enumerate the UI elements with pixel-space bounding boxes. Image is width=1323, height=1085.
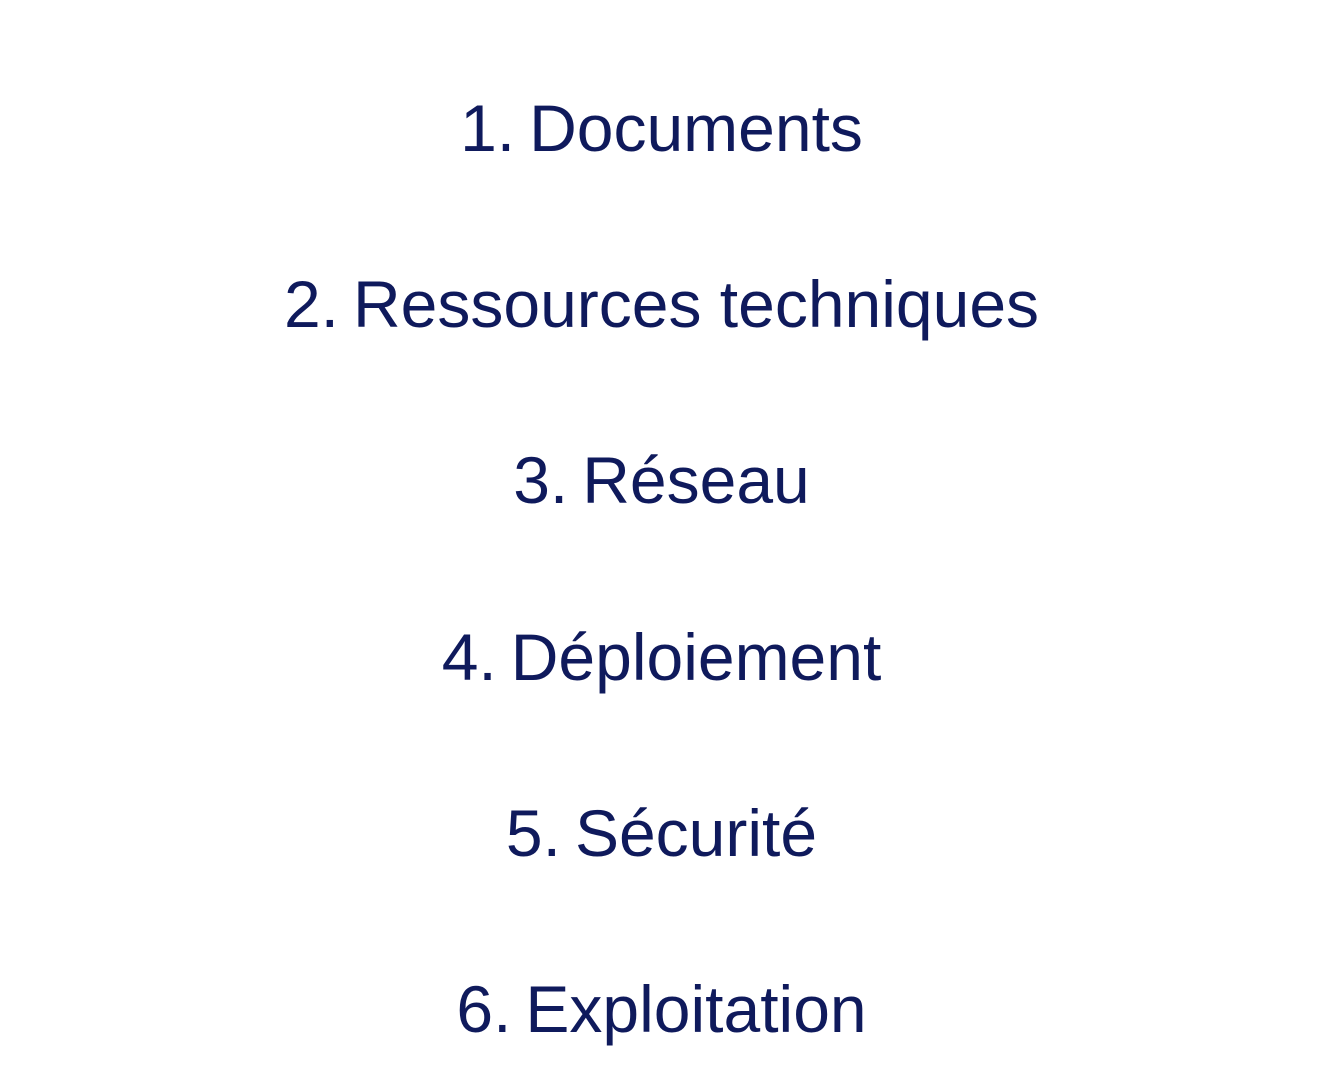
- menu-item-ressources-techniques[interactable]: 2. Ressources techniques: [0, 264, 1323, 344]
- menu-item-documents[interactable]: 1. Documents: [0, 88, 1323, 168]
- menu-item-number: 6.: [456, 972, 512, 1046]
- menu-item-number: 2.: [283, 267, 339, 341]
- menu-item-number: 3.: [513, 443, 569, 517]
- menu-item-number: 4.: [441, 620, 497, 694]
- menu-item-label: Sécurité: [574, 796, 818, 870]
- menu-item-label: Documents: [529, 91, 863, 165]
- menu-item-reseau[interactable]: 3. Réseau: [0, 440, 1323, 520]
- menu-item-securite[interactable]: 5. Sécurité: [0, 793, 1323, 873]
- menu-item-exploitation[interactable]: 6. Exploitation: [0, 969, 1323, 1049]
- menu-item-number: 1.: [460, 91, 516, 165]
- menu-item-number: 5.: [505, 796, 561, 870]
- menu-item-label: Exploitation: [525, 972, 867, 1046]
- menu-item-label: Réseau: [582, 443, 810, 517]
- menu-item-label: Déploiement: [510, 620, 882, 694]
- menu-item-label: Ressources techniques: [353, 267, 1040, 341]
- menu-item-deploiement[interactable]: 4. Déploiement: [0, 617, 1323, 697]
